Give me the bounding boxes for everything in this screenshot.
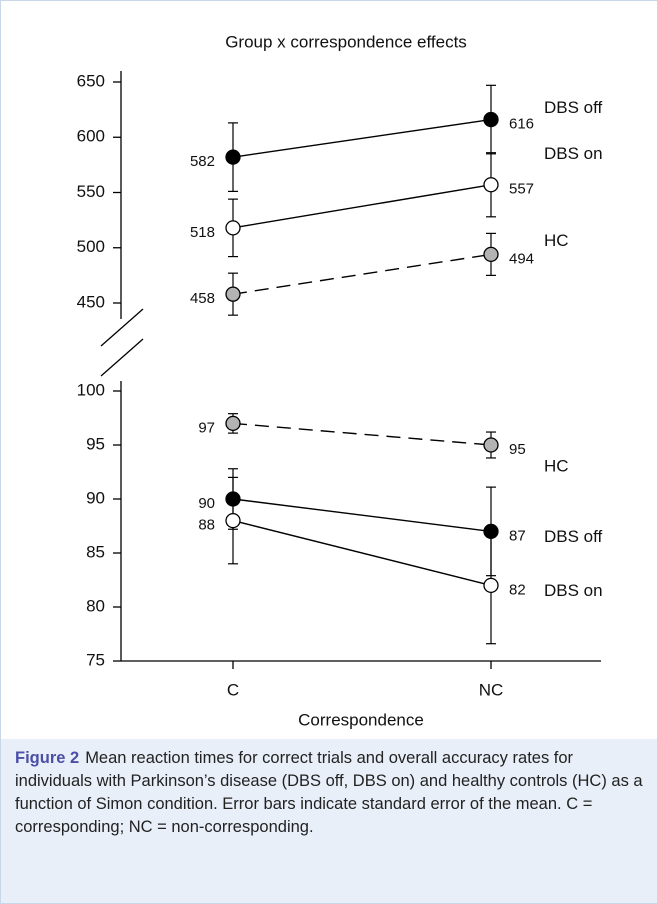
data-point bbox=[225, 512, 241, 529]
data-label: 557 bbox=[509, 181, 534, 198]
y-tick-label: 90 bbox=[86, 488, 105, 507]
data-point bbox=[225, 149, 241, 165]
data-point bbox=[483, 177, 499, 193]
series-line bbox=[232, 253, 492, 295]
data-point bbox=[483, 111, 499, 128]
x-tick-label: C bbox=[227, 680, 239, 699]
series-line bbox=[232, 498, 492, 533]
data-label: 88 bbox=[198, 517, 215, 534]
series-label: DBS off bbox=[544, 98, 603, 117]
series-line bbox=[232, 118, 492, 158]
y-tick-label: 500 bbox=[77, 237, 105, 256]
data-point bbox=[483, 577, 499, 594]
y-tick-label: 100 bbox=[77, 380, 105, 399]
series-line bbox=[232, 519, 492, 587]
data-label: 616 bbox=[509, 116, 534, 133]
y-tick-label: 450 bbox=[77, 292, 105, 311]
caption-text: Mean reaction times for correct trials a… bbox=[15, 749, 643, 836]
y-tick-label: 95 bbox=[86, 434, 105, 453]
caption-label: Figure 2 bbox=[15, 749, 80, 767]
data-point bbox=[225, 220, 241, 236]
y-tick-label: 85 bbox=[86, 542, 105, 561]
y-tick-label: 650 bbox=[77, 71, 105, 90]
series-label: DBS on bbox=[544, 144, 603, 163]
x-axis-label: Correspondence bbox=[298, 710, 424, 729]
x-tick-label: NC bbox=[479, 680, 504, 699]
data-label: 458 bbox=[190, 290, 215, 307]
data-label: 582 bbox=[190, 153, 215, 170]
series-line bbox=[232, 184, 492, 229]
y-tick-label: 600 bbox=[77, 127, 105, 146]
data-point bbox=[225, 286, 241, 302]
data-point bbox=[225, 415, 241, 432]
y-tick-label: 550 bbox=[77, 182, 105, 201]
series-label: DBS off bbox=[544, 527, 603, 546]
series-line bbox=[232, 422, 492, 446]
data-label: 518 bbox=[190, 224, 215, 241]
caption: Figure 2 Mean reaction times for correct … bbox=[1, 739, 657, 903]
data-label: 494 bbox=[509, 250, 534, 267]
series-label: DBS on bbox=[544, 581, 603, 600]
series-label: HC bbox=[544, 456, 569, 475]
data-label: 95 bbox=[509, 441, 526, 458]
y-tick-label: 80 bbox=[86, 596, 105, 615]
data-point bbox=[483, 437, 499, 453]
axis-break bbox=[100, 308, 144, 347]
data-label: 82 bbox=[509, 581, 526, 598]
data-point bbox=[483, 246, 499, 263]
data-label: 87 bbox=[509, 527, 526, 544]
axis-break bbox=[100, 338, 144, 377]
chart-title: Group x correspondence effects bbox=[225, 32, 467, 51]
chart: Group x correspondence effects Correspon… bbox=[77, 32, 603, 729]
y-tick-label: 75 bbox=[86, 650, 105, 669]
data-label: 97 bbox=[198, 419, 215, 436]
series-label: HC bbox=[544, 231, 569, 250]
data-label: 90 bbox=[198, 495, 215, 512]
